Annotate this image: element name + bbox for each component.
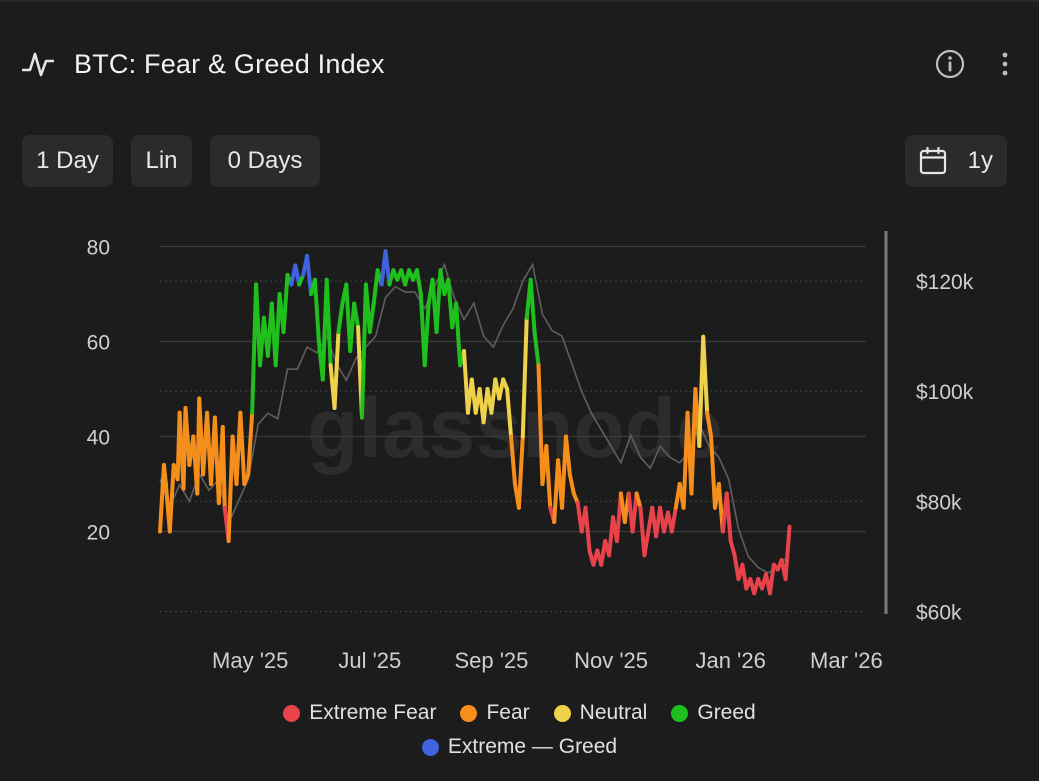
info-icon[interactable] xyxy=(935,49,965,79)
chart-title: BTC: Fear & Greed Index xyxy=(74,48,385,79)
legend-item-greed[interactable]: Greed xyxy=(671,701,756,725)
index-segment xyxy=(281,273,290,334)
x-tick-label: Nov '25 xyxy=(574,648,648,673)
axes: 20 40 60 80 $60k $80k $100k $120k May '25 Jul '25… xyxy=(87,231,974,673)
fear-greed-chart: glassnode 20406080$60k$80k$100k$120kMay … xyxy=(87,231,974,673)
index-segment xyxy=(383,249,392,287)
x-tick-label: Jan '26 xyxy=(696,648,766,673)
index-segment xyxy=(505,387,514,439)
pulse-icon xyxy=(22,52,54,77)
legend-dot xyxy=(283,704,301,722)
x-tick-label: Jul '25 xyxy=(338,648,401,673)
more-vertical-icon[interactable] xyxy=(1001,51,1009,77)
legend: Extreme Fear Fear Neutral Greed Extreme … xyxy=(0,698,1039,762)
y-left-tick-label: 20 xyxy=(87,522,110,545)
price-series xyxy=(159,262,789,574)
index-segment xyxy=(371,268,380,306)
index-segment xyxy=(324,277,333,368)
legend-label: Extreme — Greed xyxy=(447,735,618,758)
legend-dot xyxy=(671,704,689,722)
index-segment xyxy=(669,505,678,534)
range-button[interactable]: 1y xyxy=(905,135,1007,187)
index-segment xyxy=(367,301,376,334)
y-left-tick-label: 80 xyxy=(87,237,110,260)
index-segment xyxy=(422,301,431,368)
index-segment xyxy=(528,277,537,334)
index-segment xyxy=(783,524,792,581)
index-segment xyxy=(161,463,168,486)
chart-controls: 1 Day Lin 0 Days 1y xyxy=(22,135,1007,187)
y-left-tick-label: 60 xyxy=(87,332,110,355)
index-segment xyxy=(520,315,529,439)
index-segment xyxy=(509,434,517,486)
legend-dot xyxy=(421,738,439,756)
smoothing-label: 0 Days xyxy=(227,147,303,174)
legend-label: Neutral xyxy=(579,701,648,724)
index-segment xyxy=(630,491,639,534)
index-segment xyxy=(238,410,247,486)
index-segment xyxy=(312,277,321,344)
index-segment xyxy=(305,254,314,296)
y-left-tick-label: 40 xyxy=(87,427,110,450)
legend-label: Fear xyxy=(486,701,530,724)
y-right-tick-label: $80k xyxy=(916,491,962,514)
legend-row: Extreme Fear Fear Neutral Greed xyxy=(0,698,1039,728)
legend-dot xyxy=(460,704,478,722)
resolution-label: 1 Day xyxy=(36,147,99,174)
range-label: 1y xyxy=(967,147,993,174)
index-segment xyxy=(454,301,463,368)
x-tick-label: May '25 xyxy=(212,648,288,673)
index-segment xyxy=(701,334,710,415)
legend-item-extreme-greed[interactable]: Extreme — Greed xyxy=(421,735,618,759)
index-segment xyxy=(740,562,749,591)
index-segment xyxy=(642,529,651,558)
smoothing-button[interactable]: 0 Days xyxy=(210,135,320,187)
index-segment xyxy=(434,268,443,334)
index-segment xyxy=(359,282,368,420)
index-segment xyxy=(336,301,345,334)
index-segment xyxy=(767,562,776,596)
legend-label: Extreme Fear xyxy=(309,701,437,724)
index-segment xyxy=(583,505,592,553)
legend-dot xyxy=(553,704,571,722)
y-right-tick-label: $100k xyxy=(916,381,974,404)
btc-price-line xyxy=(159,262,789,574)
index-segment xyxy=(414,268,423,296)
legend-row: Extreme — Greed xyxy=(0,732,1039,762)
index-segment xyxy=(634,491,643,510)
index-segment xyxy=(352,301,361,330)
chart-header: BTC: Fear & Greed Index xyxy=(22,42,1017,86)
y-right-tick-label: $120k xyxy=(916,271,974,294)
index-segment xyxy=(532,330,541,368)
index-segment xyxy=(563,434,572,477)
index-segment xyxy=(516,434,525,510)
legend-label: Greed xyxy=(697,701,756,724)
legend-item-extreme-fear[interactable]: Extreme Fear xyxy=(283,701,436,725)
index-segment xyxy=(709,434,717,510)
scale-button[interactable]: Lin xyxy=(131,135,192,187)
y-right-tick-label: $60k xyxy=(916,601,962,624)
calendar-icon xyxy=(919,147,947,175)
index-segment xyxy=(536,363,545,486)
x-tick-label: Mar '26 xyxy=(810,648,883,673)
legend-item-fear[interactable]: Fear xyxy=(460,701,530,725)
index-segment xyxy=(226,434,235,543)
index-segment xyxy=(567,472,576,496)
index-segment xyxy=(544,444,553,510)
index-series xyxy=(158,249,792,596)
x-tick-label: Sep '25 xyxy=(454,648,528,673)
resolution-button[interactable]: 1 Day xyxy=(22,135,113,187)
index-segment xyxy=(705,410,714,439)
index-segment xyxy=(167,463,176,534)
index-segment xyxy=(246,410,255,477)
legend-item-neutral[interactable]: Neutral xyxy=(553,701,648,725)
index-segment xyxy=(728,539,737,558)
index-segment xyxy=(724,491,733,543)
index-segment xyxy=(332,330,341,410)
index-segment xyxy=(220,425,227,510)
scale-label: Lin xyxy=(145,147,178,174)
